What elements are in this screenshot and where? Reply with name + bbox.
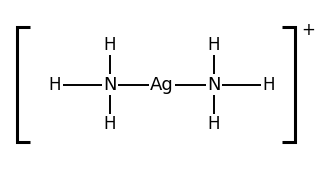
Text: H: H (104, 36, 116, 54)
Text: N: N (103, 76, 117, 93)
Text: H: H (208, 115, 220, 133)
Text: N: N (207, 76, 221, 93)
Text: Ag: Ag (150, 76, 174, 93)
Text: H: H (263, 76, 275, 93)
Text: +: + (301, 21, 315, 39)
Text: H: H (104, 115, 116, 133)
Text: H: H (208, 36, 220, 54)
Text: H: H (49, 76, 61, 93)
